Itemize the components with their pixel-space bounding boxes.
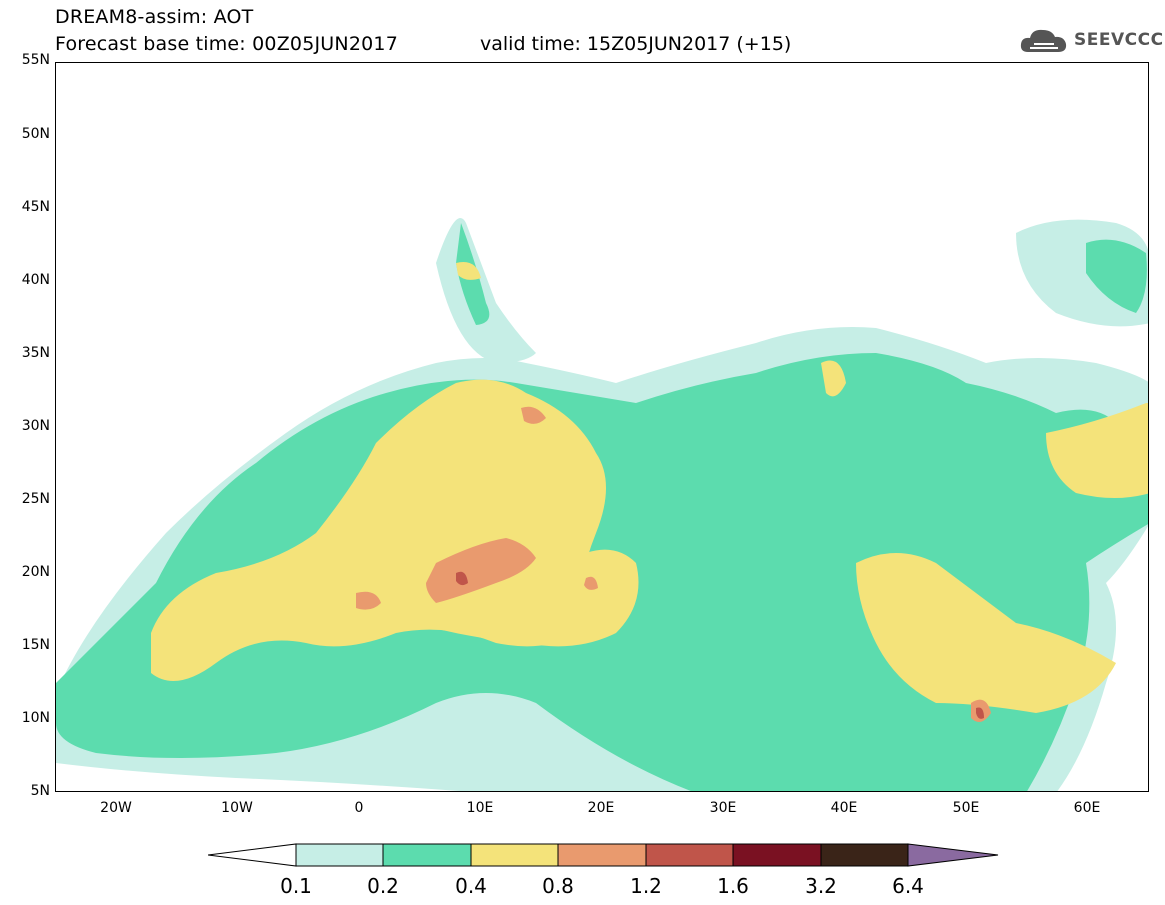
colorbar-swatch <box>295 843 384 867</box>
lon-label: 20W <box>100 800 132 816</box>
logo-text: SEEVCCC <box>1074 30 1164 50</box>
colorbar-swatch <box>820 843 909 867</box>
colorbar <box>208 843 999 867</box>
colorbar-label: 1.6 <box>717 874 749 898</box>
colorbar-swatch <box>557 843 647 867</box>
colorbar-label: 0.1 <box>280 874 312 898</box>
aot-band-0.8 <box>356 406 991 722</box>
aot-band-1.2 <box>456 571 984 719</box>
lat-label: 15N <box>21 637 50 653</box>
colorbar-high-arrow <box>907 843 999 867</box>
valid-time: valid time: 15Z05JUN2017 (+15) <box>480 33 792 55</box>
lon-label: 10E <box>466 800 494 816</box>
lon-label: 10W <box>221 800 253 816</box>
lat-label: 35N <box>21 345 50 361</box>
colorbar-swatch <box>470 843 559 867</box>
colorbar-label: 0.4 <box>455 874 487 898</box>
aot-band-0.4 <box>151 262 1148 713</box>
colorbar-label: 3.2 <box>805 874 837 898</box>
colorbar-swatch <box>382 843 472 867</box>
cloud-icon <box>1020 29 1067 52</box>
aot-map <box>55 62 1149 792</box>
lat-label: 40N <box>21 272 50 288</box>
lat-label: 5N <box>30 783 50 799</box>
lat-label: 10N <box>21 710 50 726</box>
lon-label: 30E <box>709 800 737 816</box>
lat-label: 55N <box>21 52 50 68</box>
seevccc-logo: SEEVCCC <box>1018 24 1163 58</box>
lat-label: 25N <box>21 491 50 507</box>
lat-label: 20N <box>21 564 50 580</box>
lon-label: 60E <box>1073 800 1101 816</box>
lon-label: 50E <box>952 800 980 816</box>
lon-label: 40E <box>830 800 858 816</box>
lat-label: 45N <box>21 199 50 215</box>
colorbar-label: 1.2 <box>630 874 662 898</box>
colorbar-low-arrow <box>208 843 297 867</box>
colorbar-label: 0.2 <box>367 874 399 898</box>
map-title: DREAM8-assim: AOT <box>55 6 254 28</box>
lat-label: 30N <box>21 418 50 434</box>
lon-label: 0 <box>354 800 364 816</box>
lon-label: 20E <box>587 800 615 816</box>
aot-field <box>56 218 1148 791</box>
colorbar-swatch <box>732 843 822 867</box>
lat-label: 50N <box>21 126 50 142</box>
forecast-base-time: Forecast base time: 00Z05JUN2017 <box>55 33 398 55</box>
colorbar-label: 6.4 <box>892 874 924 898</box>
colorbar-swatch <box>645 843 734 867</box>
colorbar-label: 0.8 <box>542 874 574 898</box>
